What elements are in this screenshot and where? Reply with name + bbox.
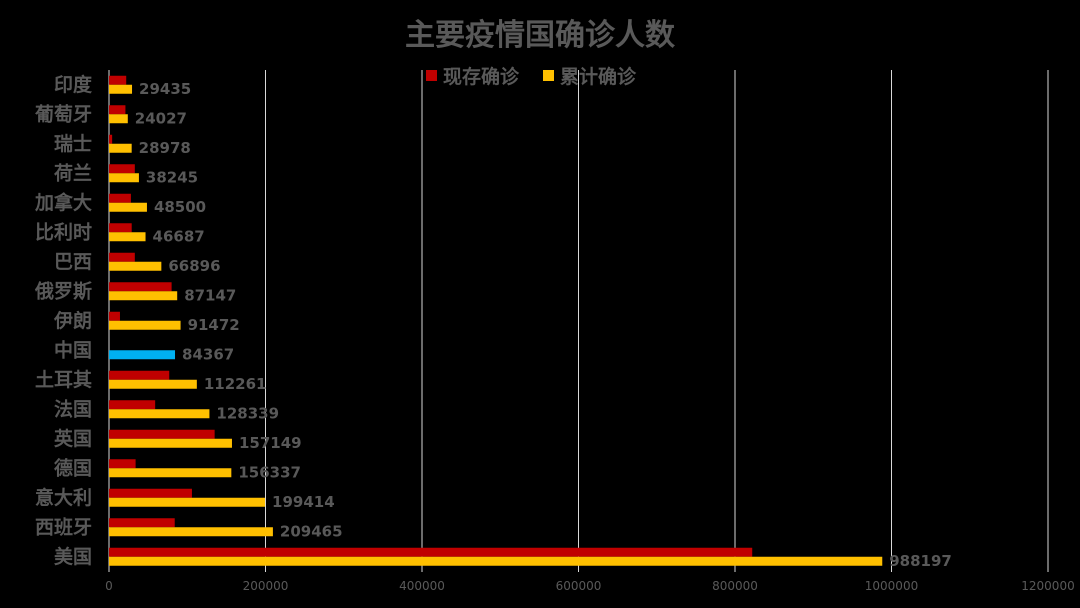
legend-item-total: 累计确诊 — [543, 62, 636, 89]
legend-swatch-total — [543, 70, 555, 81]
x-tick-label-0: 0 — [105, 579, 113, 593]
x-tick-label-800000: 800000 — [712, 579, 758, 593]
data-label-total-15: 24027 — [135, 109, 187, 127]
data-label-total-6: 112261 — [204, 375, 267, 393]
bar-total-4 — [109, 438, 232, 448]
bar-current-2 — [109, 488, 192, 498]
bar-current-4 — [109, 429, 215, 439]
bar-total-2 — [109, 497, 266, 507]
x-tick-label-600000: 600000 — [556, 579, 602, 593]
bar-total-6 — [109, 379, 197, 389]
bar-current-0 — [109, 547, 753, 557]
category-label-2: 意大利 — [35, 486, 92, 509]
data-label-total-1: 209465 — [280, 522, 343, 540]
x-tick-label-200000: 200000 — [243, 579, 289, 593]
category-label-12: 加拿大 — [34, 191, 92, 214]
chart-title: 主要疫情国确诊人数 — [405, 18, 675, 53]
data-label-total-3: 156337 — [238, 463, 301, 481]
category-label-9: 俄罗斯 — [34, 279, 92, 302]
bar-total-13 — [109, 173, 139, 183]
category-label-3: 德国 — [54, 456, 92, 479]
category-label-8: 伊朗 — [53, 309, 92, 332]
bar-current-10 — [109, 252, 135, 262]
bar-total-12 — [109, 202, 147, 212]
category-label-0: 美国 — [54, 545, 92, 568]
bar-total-3 — [109, 468, 232, 478]
legend-label-total: 累计确诊 — [560, 66, 637, 88]
data-label-total-2: 199414 — [272, 493, 335, 511]
category-label-14: 瑞士 — [54, 132, 92, 155]
category-label-5: 法国 — [54, 397, 92, 420]
category-label-16: 印度 — [54, 73, 93, 96]
category-label-10: 巴西 — [54, 251, 92, 273]
bar-current-5 — [109, 400, 156, 410]
data-label-total-9: 87147 — [184, 286, 236, 304]
category-label-11: 比利时 — [35, 221, 92, 243]
data-label-total-5: 128339 — [216, 404, 279, 422]
data-label-total-7: 84367 — [182, 345, 234, 363]
x-tick-label-400000: 400000 — [399, 579, 445, 593]
category-label-1: 西班牙 — [35, 515, 92, 538]
bar-total-14 — [109, 143, 132, 153]
bar-current-3 — [109, 459, 136, 469]
data-label-total-8: 91472 — [188, 316, 240, 334]
legend-label-current: 现存确诊 — [443, 66, 520, 88]
bar-total-9 — [109, 291, 178, 301]
bar-total-5 — [109, 409, 210, 419]
legend-item-current: 现存确诊 — [426, 62, 519, 89]
bar-total-11 — [109, 232, 146, 242]
bar-current-8 — [109, 311, 120, 321]
category-label-7: 中国 — [54, 338, 92, 361]
category-label-15: 葡萄牙 — [35, 102, 92, 125]
category-label-6: 土耳其 — [35, 369, 92, 391]
bar-total-10 — [109, 261, 162, 271]
bar-total-8 — [109, 320, 181, 330]
bar-current-14 — [109, 134, 113, 144]
bar-current-16 — [109, 75, 127, 85]
bar-total-7 — [109, 350, 176, 360]
bar-total-16 — [109, 84, 133, 94]
legend-swatch-current — [426, 70, 437, 81]
bar-current-1 — [109, 518, 175, 528]
chart-legend: 现存确诊 累计确诊 — [426, 62, 660, 89]
category-label-4: 英国 — [54, 427, 92, 450]
data-label-total-16: 29435 — [139, 80, 191, 98]
bar-current-11 — [109, 223, 132, 233]
category-label-13: 荷兰 — [54, 161, 92, 184]
bar-current-12 — [109, 193, 131, 203]
data-label-total-0: 988197 — [889, 552, 952, 570]
bar-current-6 — [109, 370, 170, 380]
bar-current-13 — [109, 164, 135, 174]
bar-current-9 — [109, 282, 172, 292]
data-label-total-13: 38245 — [146, 168, 198, 186]
data-label-total-11: 46687 — [153, 227, 205, 245]
bar-total-0 — [109, 556, 883, 566]
bar-total-1 — [109, 527, 273, 537]
x-tick-label-1200000: 1200000 — [1021, 579, 1074, 593]
data-label-total-10: 66896 — [168, 257, 220, 275]
bar-current-15 — [109, 105, 126, 115]
bar-total-15 — [109, 114, 128, 124]
data-label-total-4: 157149 — [239, 434, 302, 452]
x-tick-label-1000000: 1000000 — [865, 579, 918, 593]
data-label-total-12: 48500 — [154, 198, 206, 216]
data-label-total-14: 28978 — [139, 139, 191, 157]
